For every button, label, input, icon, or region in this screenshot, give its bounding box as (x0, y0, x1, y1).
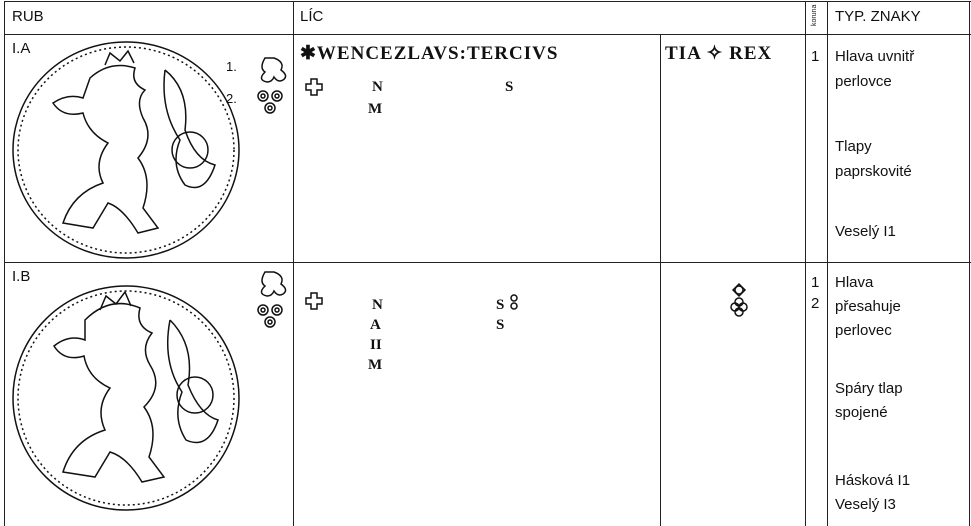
type-line: Hlava (835, 274, 874, 291)
header-cell: TYP. ZNAKY (835, 8, 921, 25)
variant: II (370, 337, 382, 353)
type-line: Hásková I1 (835, 472, 911, 489)
coin-b (12, 285, 240, 511)
rule (293, 1, 294, 526)
marker: 2. (226, 91, 237, 106)
variant: M (368, 357, 383, 373)
type-line: Spáry tlap (835, 380, 903, 397)
type-line: perlovec (835, 322, 892, 339)
type-line: Tlapy (835, 138, 872, 155)
type-line: spojené (835, 404, 888, 421)
type-line: Veselý I1 (835, 223, 896, 240)
type-line: přesahuje (835, 298, 901, 315)
row-id: I.A (12, 40, 31, 57)
rule (4, 262, 971, 263)
type-line: Veselý I3 (835, 496, 896, 513)
koruna-value: 1 (811, 274, 820, 291)
variant: M (368, 101, 383, 117)
rule (4, 1, 971, 2)
variant: S (505, 79, 514, 95)
header-cell: RUB (12, 8, 44, 25)
koruna-value: 1 (811, 48, 820, 65)
legend-text: ✱WENCEZLAVS:TERCIVS (300, 43, 559, 64)
variant: A (370, 317, 381, 333)
rule (4, 34, 971, 35)
rule (969, 1, 970, 526)
type-line: paprskovité (835, 163, 912, 180)
rule (805, 1, 806, 526)
variant: S (496, 297, 505, 313)
rule (827, 1, 828, 526)
symbols (257, 57, 748, 328)
legend-text: TIA ✧ REX (665, 43, 773, 64)
row-id: I.B (12, 268, 31, 285)
variant: N (372, 297, 383, 313)
type-line: perlovce (835, 73, 892, 90)
rule (4, 1, 5, 526)
variant: S (496, 317, 505, 333)
koruna-value: 2 (811, 295, 820, 312)
coin-a (12, 41, 240, 259)
type-line: Hlava uvnitř (835, 48, 915, 65)
variant: N (372, 79, 383, 95)
marker: 1. (226, 59, 237, 74)
header-cell: LÍC (300, 8, 324, 25)
rule (660, 34, 661, 526)
